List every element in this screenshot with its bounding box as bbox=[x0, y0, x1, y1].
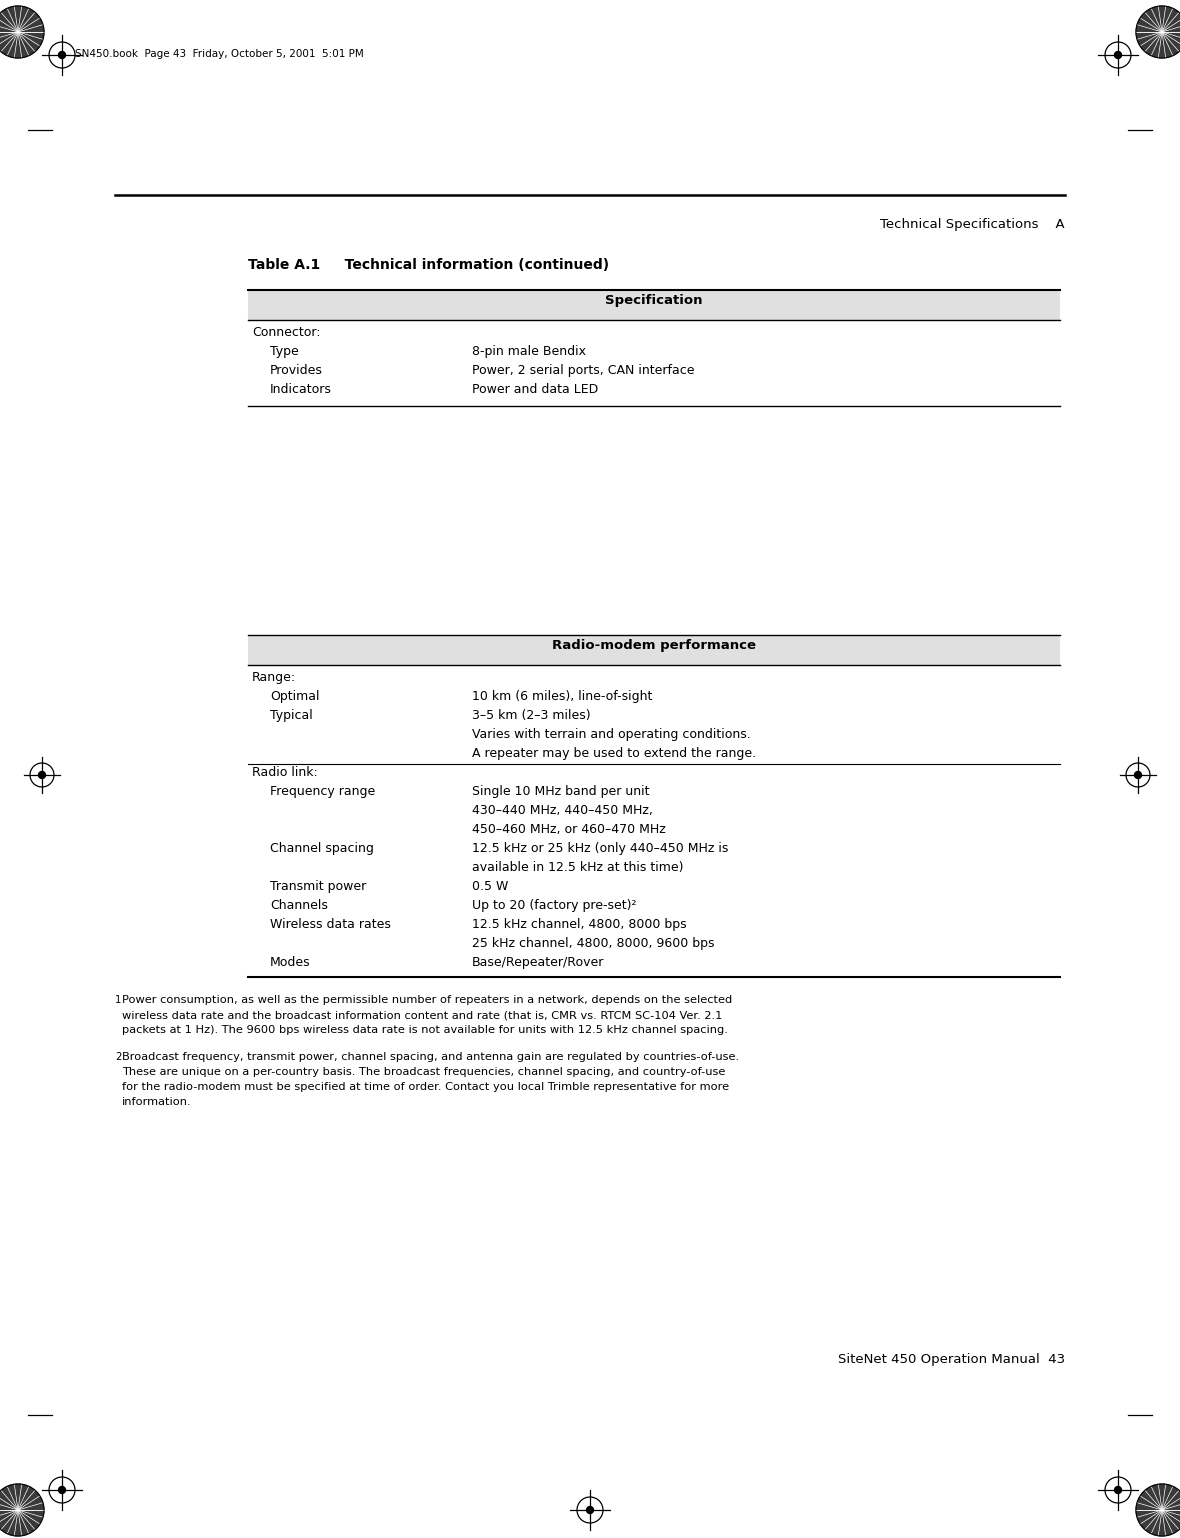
Text: Modes: Modes bbox=[270, 957, 310, 969]
Text: Frequency range: Frequency range bbox=[270, 784, 375, 798]
Text: 12.5 kHz channel, 4800, 8000 bps: 12.5 kHz channel, 4800, 8000 bps bbox=[472, 918, 687, 930]
Text: Transmit power: Transmit power bbox=[270, 880, 366, 894]
Text: 25 kHz channel, 4800, 8000, 9600 bps: 25 kHz channel, 4800, 8000, 9600 bps bbox=[472, 937, 715, 950]
Text: SiteNet 450 Operation Manual  43: SiteNet 450 Operation Manual 43 bbox=[838, 1353, 1066, 1366]
Text: Specification: Specification bbox=[605, 294, 703, 308]
Circle shape bbox=[1114, 1487, 1121, 1493]
Text: 10 km (6 miles), line-of-sight: 10 km (6 miles), line-of-sight bbox=[472, 691, 653, 703]
Circle shape bbox=[59, 51, 66, 58]
Text: 8-pin male Bendix: 8-pin male Bendix bbox=[472, 345, 586, 358]
Polygon shape bbox=[0, 6, 44, 58]
Text: wireless data rate and the broadcast information content and rate (that is, CMR : wireless data rate and the broadcast inf… bbox=[122, 1010, 722, 1020]
Text: A repeater may be used to extend the range.: A repeater may be used to extend the ran… bbox=[472, 747, 756, 760]
Polygon shape bbox=[1136, 1484, 1180, 1536]
Text: Table A.1     Technical information (continued): Table A.1 Technical information (continu… bbox=[248, 258, 609, 272]
Text: Power consumption, as well as the permissible number of repeaters in a network, : Power consumption, as well as the permis… bbox=[122, 995, 733, 1004]
Text: Indicators: Indicators bbox=[270, 383, 332, 395]
Circle shape bbox=[1114, 51, 1121, 58]
Text: Range:: Range: bbox=[253, 671, 296, 684]
Text: Technical Specifications    A: Technical Specifications A bbox=[880, 218, 1066, 231]
Text: These are unique on a per-country basis. The broadcast frequencies, channel spac: These are unique on a per-country basis.… bbox=[122, 1067, 726, 1077]
Text: Base/Repeater/Rover: Base/Repeater/Rover bbox=[472, 957, 604, 969]
Text: Radio-modem performance: Radio-modem performance bbox=[552, 638, 756, 652]
Text: Wireless data rates: Wireless data rates bbox=[270, 918, 391, 930]
Text: Power, 2 serial ports, CAN interface: Power, 2 serial ports, CAN interface bbox=[472, 365, 695, 377]
Polygon shape bbox=[1136, 6, 1180, 58]
Text: Single 10 MHz band per unit: Single 10 MHz band per unit bbox=[472, 784, 649, 798]
Text: for the radio-modem must be specified at time of order. Contact you local Trimbl: for the radio-modem must be specified at… bbox=[122, 1083, 729, 1092]
Text: Varies with terrain and operating conditions.: Varies with terrain and operating condit… bbox=[472, 727, 750, 741]
Circle shape bbox=[59, 1487, 66, 1493]
Circle shape bbox=[586, 1507, 594, 1513]
Text: Power and data LED: Power and data LED bbox=[472, 383, 598, 395]
Text: Radio link:: Radio link: bbox=[253, 766, 317, 780]
Bar bbox=[248, 291, 1060, 320]
Text: Type: Type bbox=[270, 345, 299, 358]
Polygon shape bbox=[0, 1484, 44, 1536]
Text: Provides: Provides bbox=[270, 365, 323, 377]
Text: Typical: Typical bbox=[270, 709, 313, 721]
Text: 1: 1 bbox=[114, 995, 122, 1004]
Text: Up to 20 (factory pre-set)²: Up to 20 (factory pre-set)² bbox=[472, 900, 636, 912]
Text: SN450.book  Page 43  Friday, October 5, 2001  5:01 PM: SN450.book Page 43 Friday, October 5, 20… bbox=[76, 49, 363, 58]
Text: 0.5 W: 0.5 W bbox=[472, 880, 509, 894]
Text: 3–5 km (2–3 miles): 3–5 km (2–3 miles) bbox=[472, 709, 591, 721]
Text: 12.5 kHz or 25 kHz (only 440–450 MHz is: 12.5 kHz or 25 kHz (only 440–450 MHz is bbox=[472, 841, 728, 855]
Text: packets at 1 Hz). The 9600 bps wireless data rate is not available for units wit: packets at 1 Hz). The 9600 bps wireless … bbox=[122, 1024, 728, 1035]
Text: 450–460 MHz, or 460–470 MHz: 450–460 MHz, or 460–470 MHz bbox=[472, 823, 666, 837]
Text: Connector:: Connector: bbox=[253, 326, 321, 338]
Text: available in 12.5 kHz at this time): available in 12.5 kHz at this time) bbox=[472, 861, 683, 874]
Circle shape bbox=[1134, 772, 1141, 778]
Text: Channels: Channels bbox=[270, 900, 328, 912]
Text: information.: information. bbox=[122, 1097, 191, 1107]
Text: Optimal: Optimal bbox=[270, 691, 320, 703]
Text: Channel spacing: Channel spacing bbox=[270, 841, 374, 855]
Text: 430–440 MHz, 440–450 MHz,: 430–440 MHz, 440–450 MHz, bbox=[472, 804, 653, 817]
Bar bbox=[248, 635, 1060, 664]
Text: Broadcast frequency, transmit power, channel spacing, and antenna gain are regul: Broadcast frequency, transmit power, cha… bbox=[122, 1052, 739, 1063]
Circle shape bbox=[39, 772, 46, 778]
Text: 2: 2 bbox=[114, 1052, 122, 1063]
